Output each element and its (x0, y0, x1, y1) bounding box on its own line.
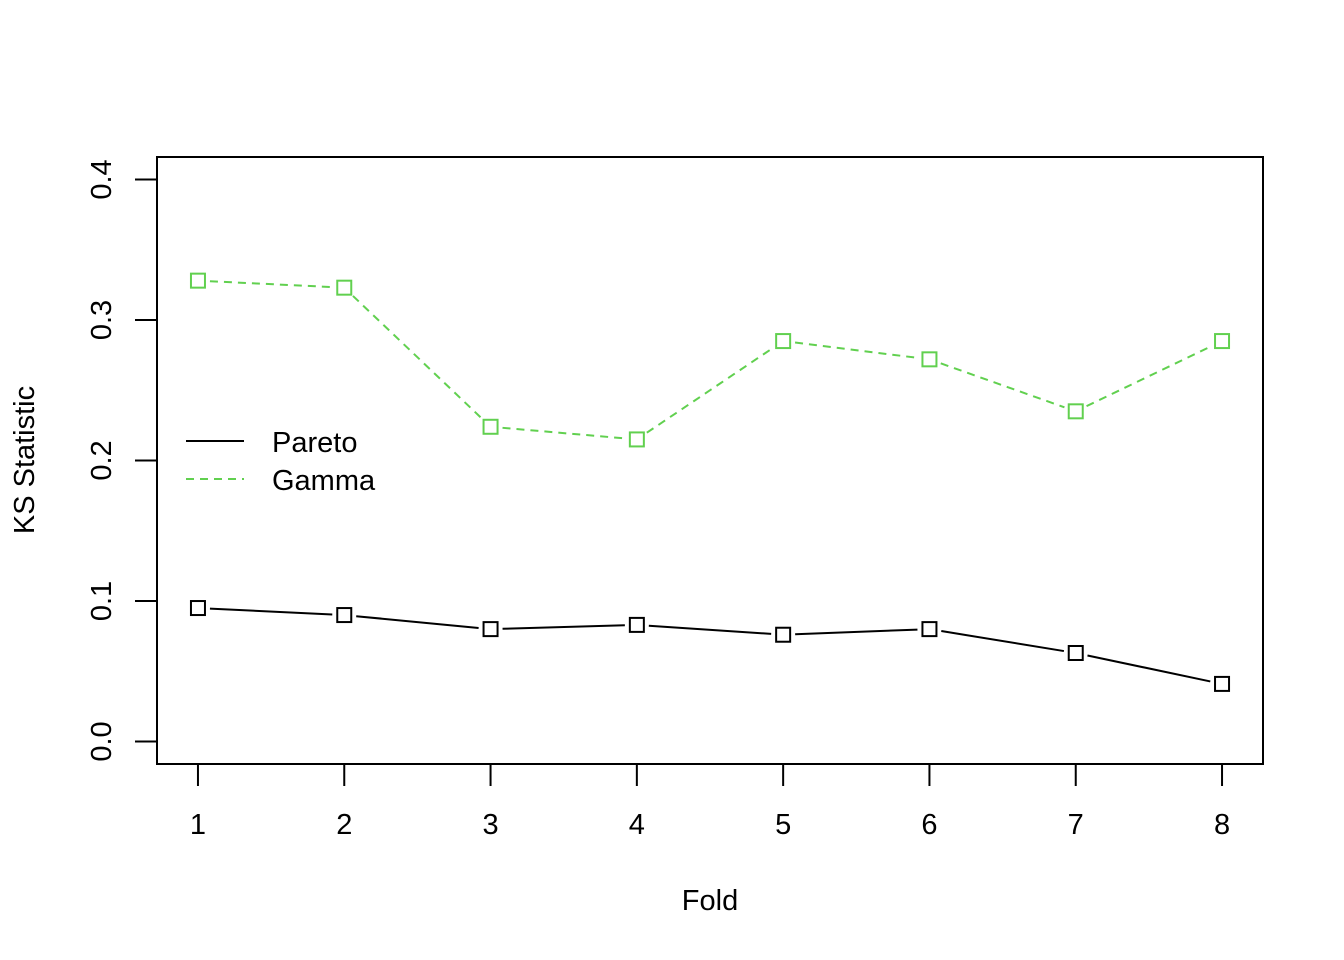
series-segment (1087, 654, 1211, 683)
y-axis-label: KS Statistic (9, 386, 41, 534)
data-point (775, 333, 792, 350)
data-point (1214, 333, 1231, 350)
x-axis-label: Fold (682, 885, 738, 917)
data-point (189, 600, 206, 617)
y-tick-label: 0.2 (86, 440, 118, 480)
x-axis: 1 2 3 4 5 6 7 8 (190, 763, 1230, 841)
data-point (482, 418, 499, 435)
series-segment (795, 628, 918, 636)
data-point (775, 626, 792, 643)
series-segment (940, 362, 1065, 409)
data-point (628, 616, 645, 633)
x-tick-label: 2 (336, 809, 352, 841)
data-point (189, 272, 206, 289)
data-point (921, 621, 938, 638)
series-segment (1086, 345, 1212, 408)
legend-label-gamma: Gamma (272, 465, 376, 497)
series-segment (646, 346, 774, 434)
data-point (921, 351, 938, 368)
data-point (1067, 644, 1084, 661)
data-point (336, 607, 353, 624)
plot-frame (156, 156, 1264, 765)
y-tick-label: 0.4 (86, 159, 118, 199)
series-layer (189, 272, 1231, 692)
data-point (336, 279, 353, 296)
series-segment (648, 624, 772, 635)
x-tick-label: 3 (482, 809, 498, 841)
legend-label-pareto: Pareto (272, 427, 357, 459)
series-gamma (189, 272, 1231, 448)
x-tick-label: 6 (921, 809, 937, 841)
x-tick-label: 8 (1214, 809, 1230, 841)
y-axis: 0.0 0.1 0.2 0.3 0.4 (86, 159, 158, 762)
series-segment (502, 426, 625, 440)
series-segment (209, 280, 333, 289)
series-segment (356, 615, 479, 629)
y-tick-label: 0.3 (86, 300, 118, 340)
x-tick-label: 1 (190, 809, 206, 841)
data-point (1067, 403, 1084, 420)
series-segment (941, 630, 1065, 653)
y-tick-label: 0.1 (86, 581, 118, 621)
data-point (628, 431, 645, 448)
data-point (482, 621, 499, 638)
data-point (1214, 675, 1231, 692)
series-segment (352, 295, 483, 420)
series-segment (209, 607, 333, 616)
x-tick-label: 5 (775, 809, 791, 841)
series-segment (502, 624, 625, 630)
series-pareto (189, 600, 1231, 692)
x-tick-label: 4 (629, 809, 645, 841)
x-tick-label: 7 (1068, 809, 1084, 841)
y-tick-label: 0.0 (86, 721, 118, 761)
series-segment (794, 341, 918, 359)
legend: Pareto Gamma (186, 427, 376, 497)
